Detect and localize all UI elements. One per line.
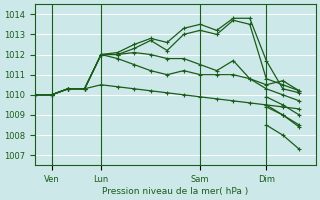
X-axis label: Pression niveau de la mer( hPa ): Pression niveau de la mer( hPa ) bbox=[102, 187, 249, 196]
